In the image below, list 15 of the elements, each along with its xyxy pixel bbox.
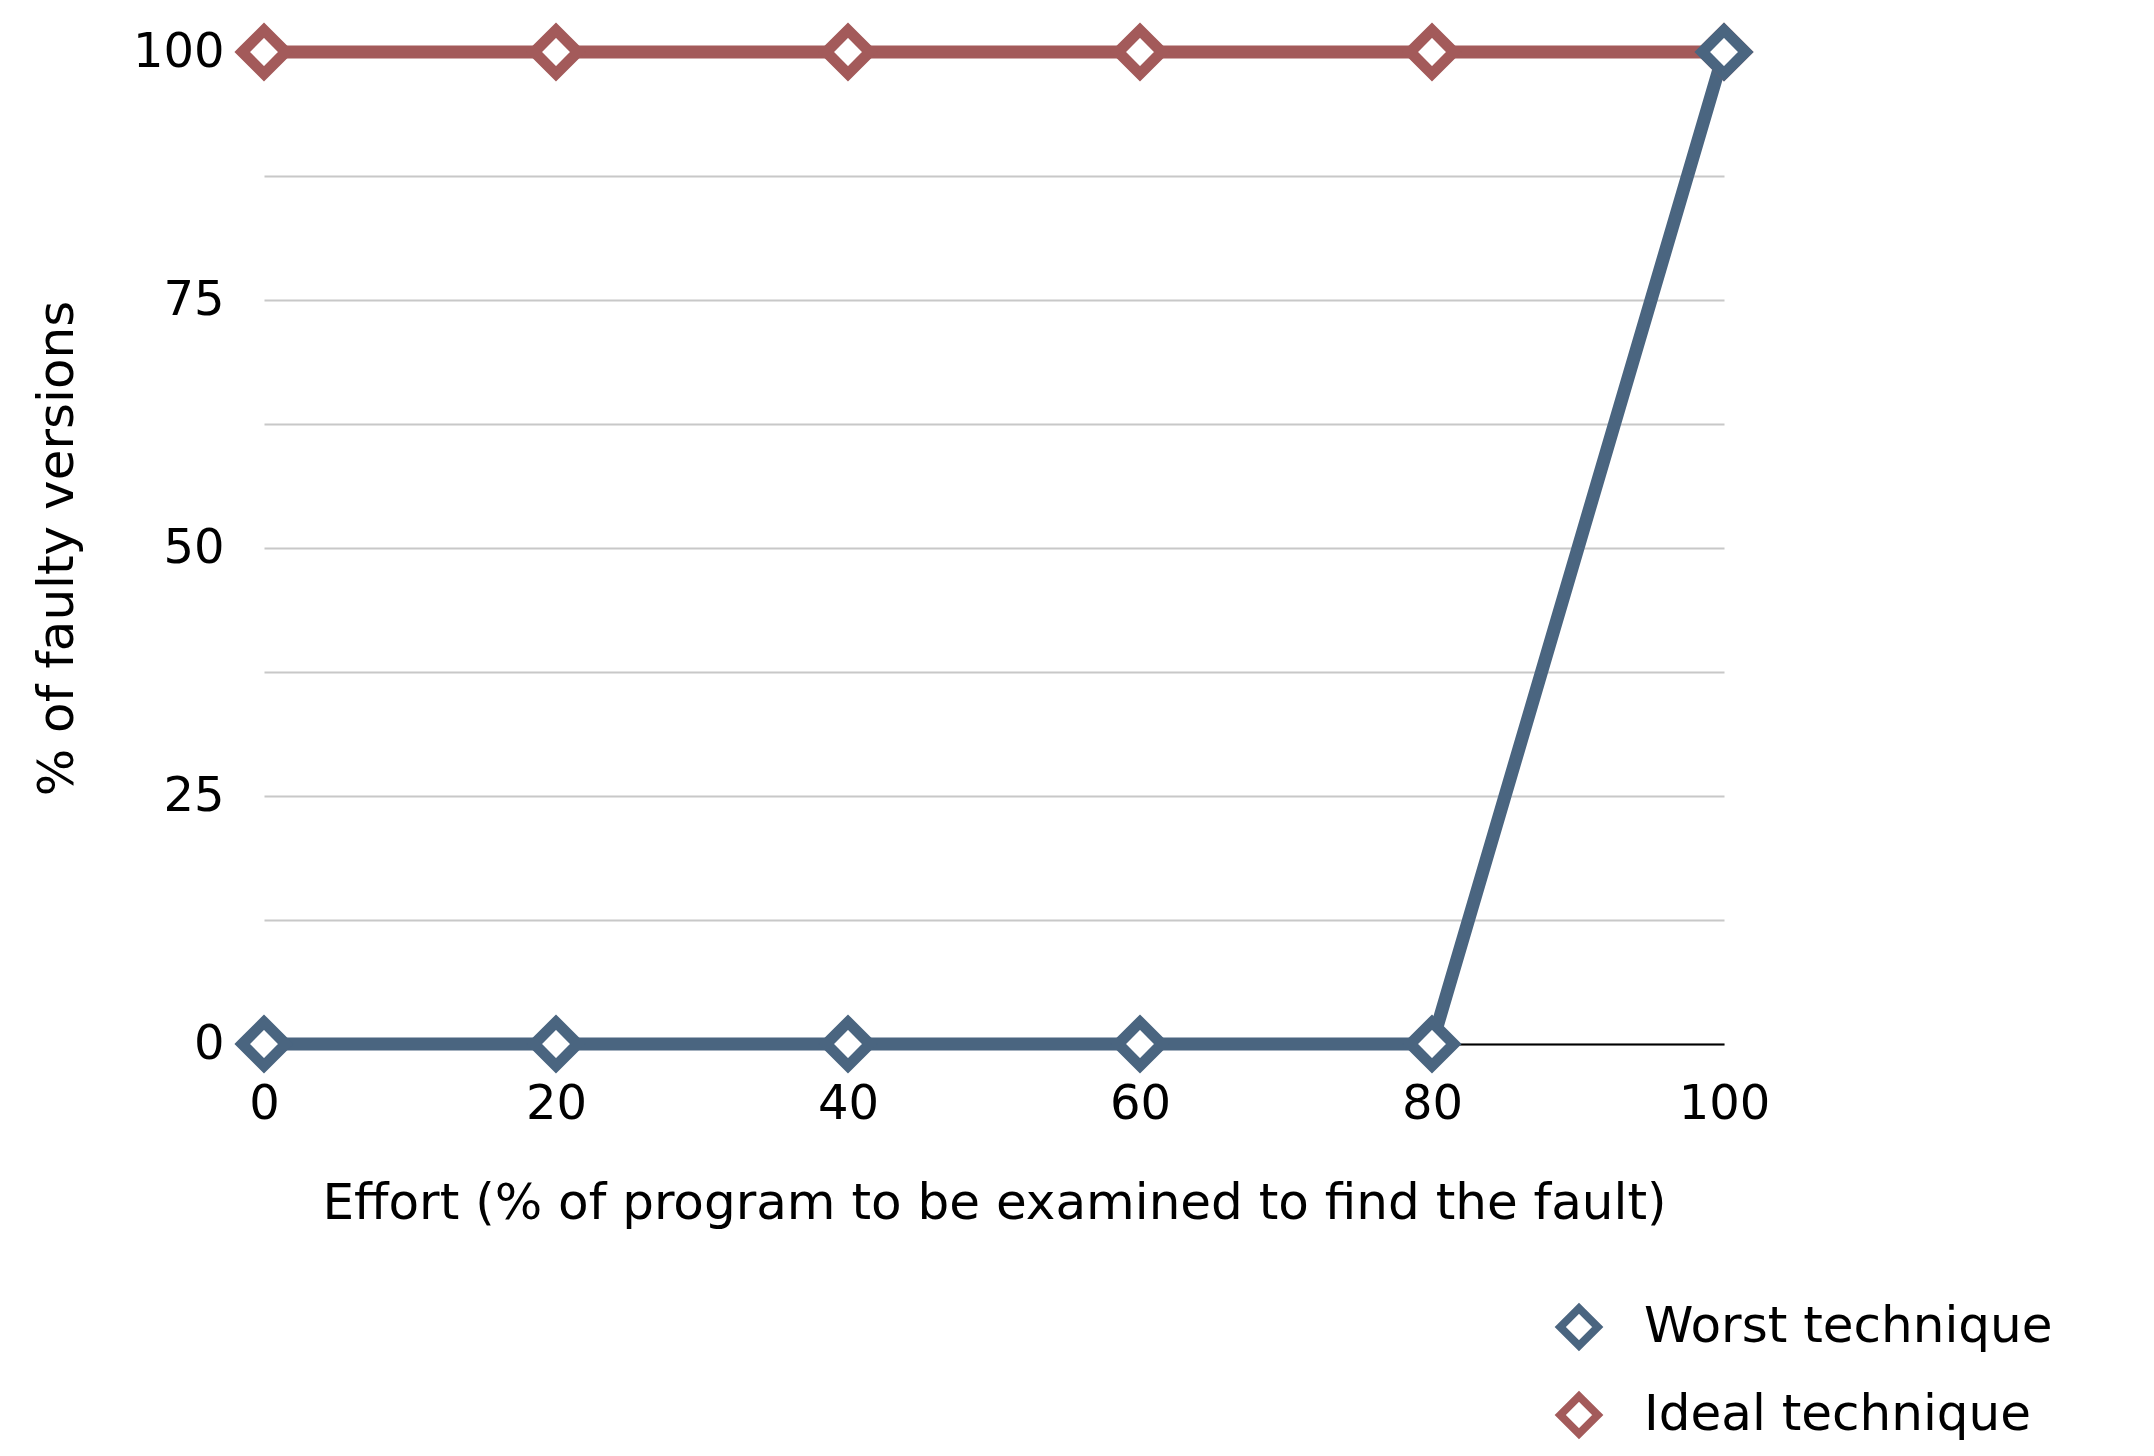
y-tick-label: 25 — [163, 765, 225, 822]
x-tick-label: 0 — [249, 1073, 280, 1130]
y-tick-label: 100 — [132, 21, 225, 78]
legend-label: Worst technique — [1644, 1296, 2053, 1354]
y-tick-label: 0 — [193, 1013, 225, 1070]
legend-label: Ideal technique — [1644, 1384, 2031, 1442]
y-tick-label: 75 — [163, 269, 225, 326]
x-tick-label: 20 — [525, 1073, 588, 1130]
x-tick-label: 40 — [817, 1073, 880, 1130]
x-tick-label: 60 — [1109, 1073, 1172, 1130]
x-tick-label: 100 — [1678, 1073, 1771, 1130]
y-tick-label: 50 — [163, 517, 225, 574]
y-axis-title: % of faulty versions — [26, 300, 85, 797]
x-axis-title: Effort (% of program to be examined to find the fault) — [322, 1172, 1667, 1231]
x-tick-label: 80 — [1401, 1073, 1464, 1130]
